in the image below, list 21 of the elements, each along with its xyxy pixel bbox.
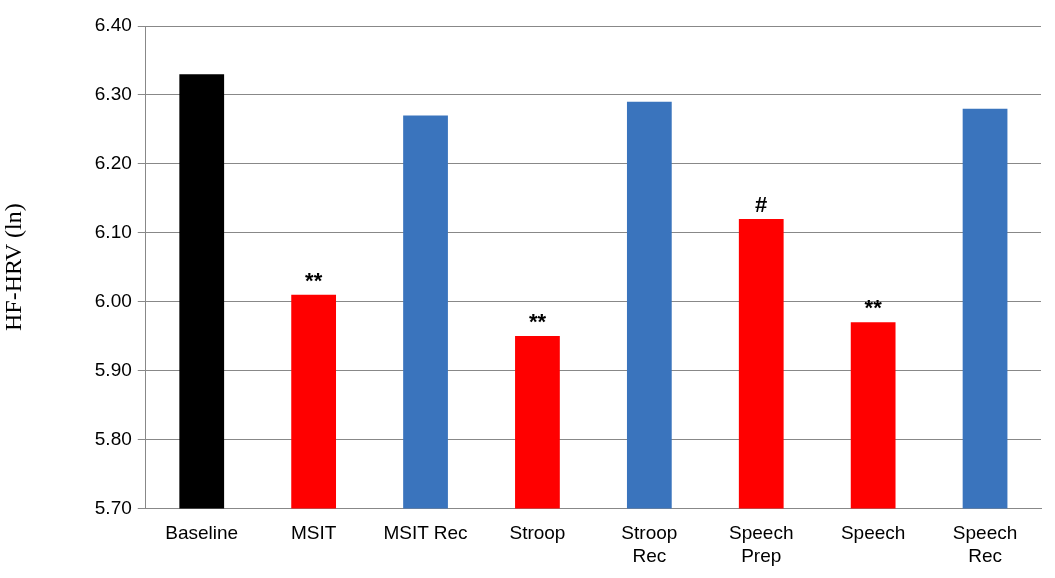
y-tick-label: 6.30 <box>94 83 132 105</box>
x-tick-label: Baseline <box>165 522 239 544</box>
annotation: ** <box>528 309 547 335</box>
annotation: # <box>755 192 768 218</box>
x-tick-label: MSIT Rec <box>383 522 468 544</box>
y-tick-label: 5.70 <box>94 496 132 518</box>
x-tick-label: MSIT <box>290 522 337 544</box>
y-tick-label: 6.00 <box>94 289 132 311</box>
y-tick-label: 6.40 <box>94 14 132 36</box>
y-tick-label: 5.80 <box>94 427 132 449</box>
x-tick-label: Speech Rec <box>952 522 1018 566</box>
x-tick-label: Stroop Rec <box>621 522 678 566</box>
x-tick-label: Stroop <box>509 522 566 544</box>
x-tick-label: Speech Prep <box>729 522 794 566</box>
annotation: ** <box>864 295 883 321</box>
y-tick-label: 6.10 <box>94 220 132 242</box>
annotation: ** <box>305 267 323 293</box>
y-tick-label: 6.20 <box>94 152 132 174</box>
x-tick-label: Speech <box>840 522 906 544</box>
y-axis-title: HF-HRV (ln) <box>0 203 26 332</box>
y-tick-label: 5.90 <box>94 358 132 380</box>
